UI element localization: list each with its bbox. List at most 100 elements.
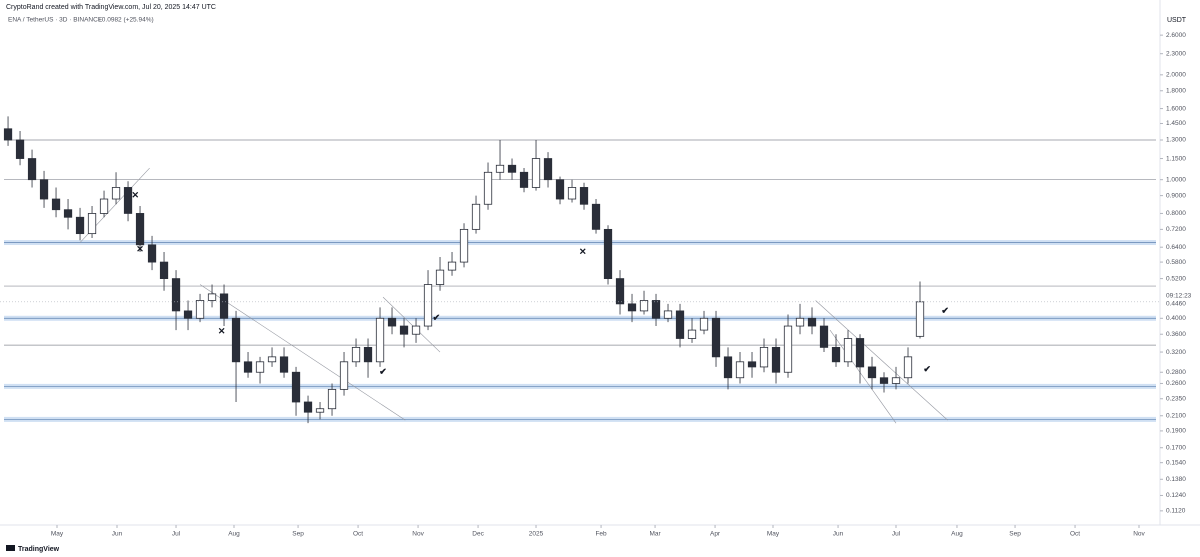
candle-body — [219, 293, 229, 319]
marker: ✔ — [941, 305, 949, 315]
candle-body — [339, 361, 349, 390]
candle-body — [399, 325, 409, 335]
candle-body — [915, 301, 925, 337]
candle-body — [735, 361, 745, 379]
y-tick-label: 1.4500 — [1166, 120, 1186, 127]
y-tick-label: 0.9000 — [1166, 192, 1186, 199]
y-tick-label: 0.8000 — [1166, 210, 1186, 217]
candle-body — [111, 187, 121, 200]
y-axis-label: USDT — [1167, 17, 1187, 24]
candle-body — [363, 346, 373, 363]
candle-body — [15, 139, 25, 159]
candle-body — [435, 269, 445, 285]
candle-body — [207, 293, 217, 301]
candle-body — [243, 361, 253, 373]
candle-body — [891, 377, 901, 384]
candle-body — [267, 356, 277, 363]
candle-body — [147, 244, 157, 263]
candle-body — [39, 179, 49, 200]
candle-body — [711, 317, 721, 358]
candle-body — [759, 346, 769, 368]
candle-body — [3, 128, 13, 141]
marker: ✕ — [218, 326, 226, 336]
x-tick-label: Oct — [353, 531, 363, 538]
candle-body — [723, 356, 733, 379]
candle-body — [159, 261, 169, 280]
candle-body — [615, 278, 625, 305]
y-tick-label: 0.1240 — [1166, 492, 1186, 499]
last-price-label: 0.4460 — [1166, 301, 1186, 308]
y-tick-label: 2.6000 — [1166, 32, 1186, 39]
candle-body — [567, 187, 577, 200]
candle-body — [123, 187, 133, 214]
marker: ✔ — [433, 313, 441, 323]
candle-body — [579, 187, 589, 205]
candle-body — [387, 317, 397, 327]
candle-body — [495, 164, 505, 173]
y-tick-label: 0.3200 — [1166, 349, 1186, 356]
candle-body — [423, 284, 433, 327]
x-tick-label: May — [51, 531, 64, 538]
marker: ✔ — [379, 367, 387, 377]
brand: TradingView — [18, 546, 60, 553]
candle-body — [471, 203, 481, 230]
candle-body — [555, 179, 565, 200]
y-tick-label: 0.1120 — [1166, 508, 1186, 515]
candle-body — [507, 164, 517, 173]
candle-body — [351, 346, 361, 363]
y-tick-label: 0.5800 — [1166, 259, 1186, 266]
candle-body — [291, 371, 301, 403]
candle-body — [807, 317, 817, 327]
y-tick-label: 0.1540 — [1166, 459, 1186, 466]
candle-body — [663, 310, 673, 319]
candle-body — [831, 346, 841, 363]
candle-body — [195, 300, 205, 319]
candle-body — [783, 325, 793, 373]
trendline — [815, 300, 948, 421]
candle-body — [651, 300, 661, 319]
candle-body — [63, 209, 73, 218]
candle-body — [855, 338, 865, 368]
y-tick-label: 1.1500 — [1166, 155, 1186, 162]
x-tick-label: Nov — [412, 531, 424, 538]
x-tick-label: Apr — [710, 531, 721, 538]
candle-body — [699, 317, 709, 331]
y-tick-label: 0.4000 — [1166, 315, 1186, 322]
y-tick-label: 1.8000 — [1166, 87, 1186, 94]
x-tick-label: Mar — [649, 531, 661, 538]
x-tick-label: Jun — [112, 531, 123, 538]
candle-body — [687, 329, 697, 339]
countdown: 09:12:23 — [1166, 293, 1192, 300]
x-tick-label: Dec — [472, 531, 484, 538]
x-tick-label: Jul — [892, 531, 901, 538]
x-tick-label: Aug — [228, 531, 240, 538]
candle-body — [591, 203, 601, 230]
candle-body — [531, 158, 541, 188]
y-tick-label: 0.1380 — [1166, 476, 1186, 483]
y-tick-label: 2.3000 — [1166, 50, 1186, 57]
candle-body — [315, 408, 325, 413]
credit: CryptoRand created with TradingView.com,… — [6, 4, 216, 11]
candle-body — [171, 278, 181, 312]
trendline — [199, 284, 406, 421]
x-tick-label: Nov — [1133, 531, 1145, 538]
x-tick-label: Sep — [1009, 531, 1021, 538]
x-tick-label: Jul — [172, 531, 181, 538]
marker: ✕ — [579, 246, 587, 256]
candle-body — [903, 356, 913, 379]
brand-logo — [6, 545, 15, 551]
candle-body — [303, 401, 313, 413]
y-tick-label: 0.2600 — [1166, 380, 1186, 387]
candle-body — [519, 171, 529, 188]
candle-body — [51, 198, 61, 211]
candle-body — [255, 361, 265, 373]
candle-body — [843, 338, 853, 363]
x-tick-label: Sep — [292, 531, 304, 538]
candle-body — [135, 213, 145, 246]
candle-body — [327, 388, 337, 410]
x-tick-label: Feb — [595, 531, 607, 538]
x-tick-label: 2025 — [529, 531, 544, 538]
y-tick-label: 0.1900 — [1166, 428, 1186, 435]
